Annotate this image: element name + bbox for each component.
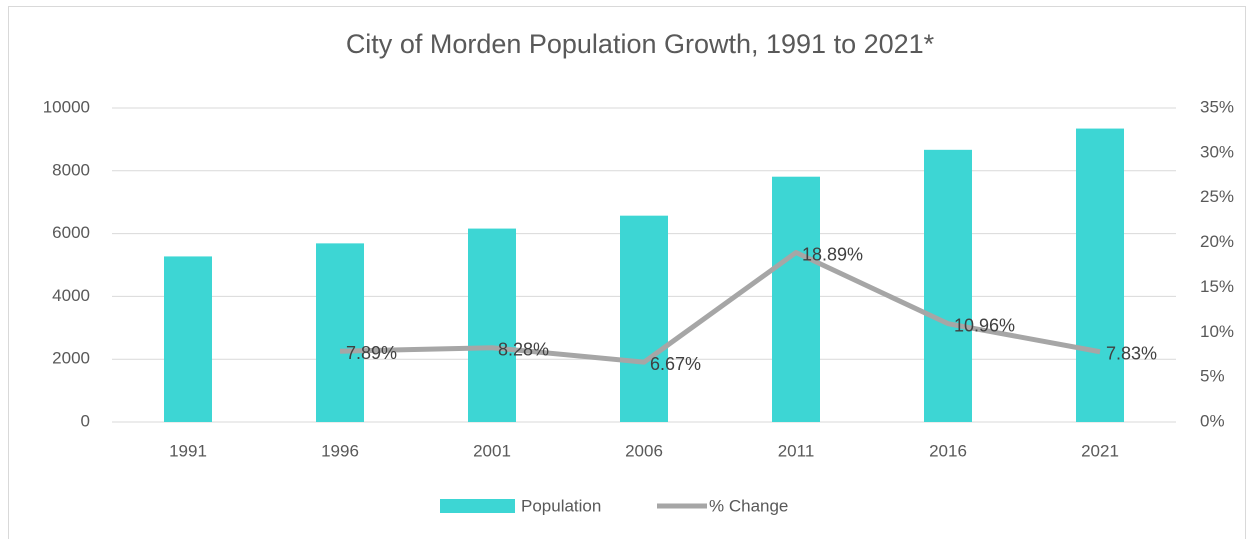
bar [620, 215, 668, 422]
y2-tick-label: 30% [1200, 142, 1234, 161]
y-tick-label: 0 [81, 411, 90, 430]
y2-tick-label: 20% [1200, 232, 1234, 251]
y2-tick-label: 0% [1200, 411, 1225, 430]
y2-tick-label: 15% [1200, 277, 1234, 296]
x-tick-label: 2001 [473, 441, 511, 460]
y-tick-label: 10000 [43, 97, 90, 116]
data-label: 7.83% [1106, 344, 1157, 364]
bar [316, 243, 364, 422]
bar [1076, 128, 1124, 422]
data-label: 8.28% [498, 339, 549, 359]
data-label: 7.89% [346, 343, 397, 363]
y-tick-label: 6000 [52, 223, 90, 242]
x-tick-label: 2011 [778, 441, 815, 460]
data-label: 18.89% [802, 244, 863, 264]
y2-tick-label: 10% [1200, 322, 1234, 341]
x-tick-label: 1991 [169, 441, 207, 460]
chart-border [8, 6, 1246, 539]
chart-title: City of Morden Population Growth, 1991 t… [346, 29, 935, 59]
x-tick-label: 2016 [929, 441, 967, 460]
legend-label: % Change [709, 496, 788, 515]
bar [772, 176, 820, 422]
y2-tick-label: 25% [1200, 187, 1234, 206]
x-tick-label: 1996 [321, 441, 359, 460]
line [339, 250, 1101, 365]
data-label: 6.67% [650, 354, 701, 374]
bar [468, 228, 516, 422]
legend-label: Population [521, 496, 601, 515]
x-tick-label: 2021 [1081, 441, 1119, 460]
y-tick-label: 2000 [52, 349, 90, 368]
y2-tick-label: 5% [1200, 367, 1225, 386]
bar [924, 149, 972, 422]
legend-swatch [440, 499, 515, 513]
y-tick-label: 8000 [52, 160, 90, 179]
y2-tick-label: 35% [1200, 97, 1234, 116]
bar [164, 256, 212, 422]
y-tick-label: 4000 [52, 286, 90, 305]
x-tick-label: 2006 [625, 441, 663, 460]
data-label: 10.96% [954, 315, 1015, 335]
